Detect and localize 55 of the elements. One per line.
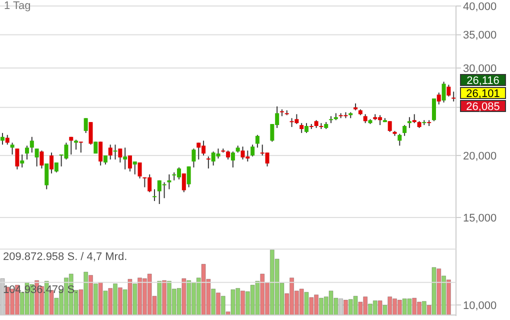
candlestick [138, 162, 142, 179]
y-tick-label: 10,000 [463, 300, 497, 312]
candlestick [20, 154, 24, 168]
candlestick [230, 151, 235, 168]
candlestick [30, 136, 34, 154]
candlestick [69, 136, 74, 155]
candlestick [15, 148, 20, 170]
candlestick [192, 148, 196, 168]
candlestick [452, 91, 456, 102]
candlestick [250, 144, 255, 157]
candlestick [88, 122, 93, 146]
candlestick [123, 147, 128, 170]
chart-title: 1 Tag [4, 0, 31, 12]
candlestick [128, 154, 132, 172]
text: 26,116 [460, 74, 506, 87]
candlestick [388, 120, 392, 132]
candlestick [402, 124, 407, 136]
candlestick [50, 152, 54, 174]
y-tick-label: 15,000 [463, 212, 497, 224]
candlestick [186, 166, 191, 188]
candlestick [10, 142, 14, 155]
candlestick [442, 81, 446, 103]
candlestick [118, 148, 122, 163]
candlestick [182, 172, 186, 193]
y-tick-label: 20,000 [463, 150, 497, 162]
candlestick [167, 174, 172, 190]
candlestick [44, 162, 49, 190]
y-tick-label: 30,000 [463, 62, 497, 75]
candlestick [407, 116, 412, 128]
candlestick [40, 150, 44, 169]
ref-line-label: 209.872.958 S. / 4,7 Mrd. [3, 250, 128, 263]
candlestick [34, 148, 39, 167]
candlestick [398, 133, 402, 146]
candlestick [206, 156, 210, 169]
candlestick [0, 132, 4, 146]
candlestick [108, 144, 112, 160]
candlestick [5, 134, 10, 146]
candlestick [255, 134, 260, 148]
candlestick [304, 122, 308, 134]
candlestick [74, 139, 78, 150]
candlestick [132, 160, 137, 175]
candlestick [152, 188, 156, 202]
text: 26,101 [460, 87, 506, 100]
candlestick [84, 118, 88, 134]
candlestick [300, 122, 304, 134]
candlestick [25, 145, 30, 160]
candlestick [432, 98, 436, 122]
text: 26,085 [460, 100, 506, 113]
candlestick [78, 141, 83, 154]
y-tick-label: 40,000 [463, 0, 497, 13]
candlestick [113, 144, 118, 160]
candlestick [446, 84, 451, 97]
candlestick [436, 92, 441, 105]
y-tick-label: 35,000 [463, 30, 497, 42]
candlestick [98, 141, 103, 166]
